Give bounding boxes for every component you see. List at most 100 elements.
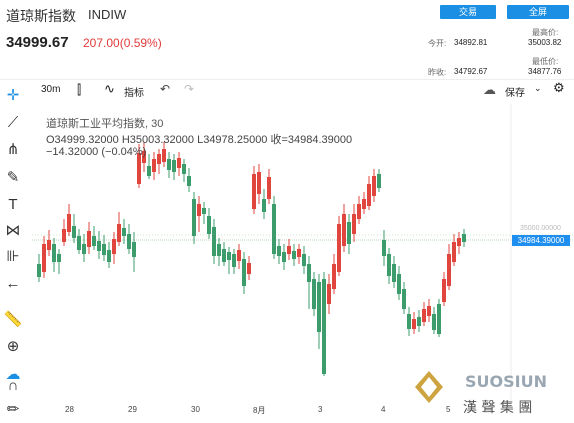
candle-body — [192, 199, 196, 236]
candle-body — [237, 250, 241, 261]
text-icon[interactable]: T — [8, 196, 18, 213]
undo-icon[interactable]: ↶ — [160, 82, 171, 96]
candle-body — [47, 240, 51, 250]
y-axis-tick: 35000.00000 — [520, 225, 561, 232]
save-chevron-icon[interactable]: ⌄ — [534, 83, 542, 93]
candle-body — [427, 306, 431, 316]
high-label: 最高价: — [532, 28, 559, 37]
candle-body — [442, 279, 446, 302]
candle-body — [77, 236, 81, 250]
candle-body — [327, 284, 331, 304]
candle-body — [207, 216, 211, 234]
candle-body — [307, 264, 311, 282]
x-tick: 29 — [128, 405, 137, 414]
toolbar-divider — [0, 79, 574, 80]
candle-body — [212, 227, 216, 256]
candle-body — [117, 224, 121, 242]
candle-body — [292, 251, 296, 259]
candle-body — [367, 184, 371, 206]
indicators-button[interactable]: 指标 — [124, 88, 144, 99]
brush-icon[interactable]: ✎ — [6, 169, 20, 186]
candle-body — [382, 240, 386, 256]
pencil-lock-icon[interactable]: ✏ — [6, 401, 20, 418]
candle-body — [242, 259, 246, 286]
open-label: 今开: — [428, 39, 447, 48]
instrument-title: 道琼斯指数 — [6, 8, 76, 24]
prev-close-value: 34792.67 — [454, 67, 488, 76]
candle-body — [257, 172, 261, 194]
candle-body — [62, 229, 66, 242]
candle-body — [262, 199, 266, 212]
open-value: 34892.81 — [454, 38, 488, 47]
crosshair-icon[interactable]: ✛ — [6, 87, 20, 104]
low-label: 最低价: — [532, 57, 559, 66]
candle-body — [447, 254, 451, 286]
drawing-toolbar: ✛ ⟋ ⋔ ✎ T ⋈ ⊪ ← 📏 ⊕ ☁ ∩ ✏ — [0, 82, 30, 423]
candle-body — [407, 314, 411, 329]
cloud-sync-icon[interactable]: ☁ — [5, 366, 21, 383]
zoom-icon[interactable]: ⊕ — [6, 338, 20, 355]
candle-body — [422, 309, 426, 322]
candle-body — [417, 317, 421, 326]
candle-body — [317, 282, 321, 332]
cloud-icon[interactable]: ☁ — [483, 82, 496, 97]
candle-body — [197, 204, 201, 216]
x-tick: 5 — [446, 405, 451, 414]
candle-body — [457, 238, 461, 246]
candle-body — [112, 239, 116, 254]
pitchfork-icon[interactable]: ⋔ — [6, 141, 20, 158]
trendline-icon[interactable]: ⟋ — [7, 114, 19, 131]
candle-body — [202, 208, 206, 214]
pattern-icon[interactable]: ⋈ — [5, 222, 21, 239]
candle-body — [102, 244, 106, 255]
watermark-brand: SUOSIUN — [465, 372, 547, 391]
ruler-icon[interactable]: 📏 — [3, 311, 23, 328]
candle-body — [122, 228, 126, 236]
candle-body — [432, 314, 436, 330]
candle-body — [352, 214, 356, 234]
candle-body — [107, 250, 111, 262]
magnet-icon[interactable]: ∩ — [7, 377, 19, 394]
candle-type-icon[interactable]: ⫿ — [77, 82, 82, 97]
indicator-icon[interactable]: ∿ — [104, 81, 115, 96]
candle-body — [342, 214, 346, 246]
candle-body — [282, 252, 286, 262]
candle-body — [92, 236, 96, 246]
candle-body — [272, 204, 276, 254]
logo-diamond-inner — [421, 377, 437, 397]
instrument-code: INDIW — [88, 7, 127, 22]
candle-body — [312, 279, 316, 309]
high-value: 35003.82 — [528, 38, 562, 47]
current-price: 34999.67 — [6, 34, 69, 51]
candle-body — [297, 249, 301, 257]
candlestick-chart[interactable] — [32, 104, 574, 423]
back-arrow-icon[interactable]: ← — [5, 275, 21, 292]
candle-body — [322, 279, 326, 374]
trade-button[interactable]: 交易 — [440, 5, 496, 19]
candle-body — [392, 264, 396, 282]
candle-body — [357, 204, 361, 219]
settings-icon[interactable]: ⚙ — [553, 80, 565, 95]
prev-close-label: 昨收: — [428, 68, 447, 77]
candle-body — [137, 153, 141, 184]
candle-body — [332, 264, 336, 289]
x-tick: 28 — [65, 405, 74, 414]
current-price-tag: 34984.39000 — [512, 235, 570, 246]
candle-body — [267, 177, 271, 199]
fullscreen-button[interactable]: 全屏 — [507, 5, 569, 19]
candle-body — [412, 319, 416, 329]
interval-selector[interactable]: 30m — [41, 84, 61, 95]
candle-body — [132, 242, 136, 257]
x-tick: 30 — [191, 405, 200, 414]
candle-body — [187, 176, 191, 186]
candle-body — [252, 174, 256, 209]
candle-body — [277, 246, 281, 256]
save-button[interactable]: 保存 — [505, 88, 525, 99]
prediction-icon[interactable]: ⊪ — [6, 248, 20, 265]
candle-body — [402, 289, 406, 309]
candle-body — [347, 222, 351, 244]
watermark-cn: 漢 聲 集 團 — [463, 399, 532, 416]
redo-icon[interactable]: ↷ — [184, 82, 195, 96]
low-value: 34877.76 — [528, 67, 562, 76]
chart-legend-title: 道琼斯工业平均指数, 30 — [46, 118, 164, 130]
